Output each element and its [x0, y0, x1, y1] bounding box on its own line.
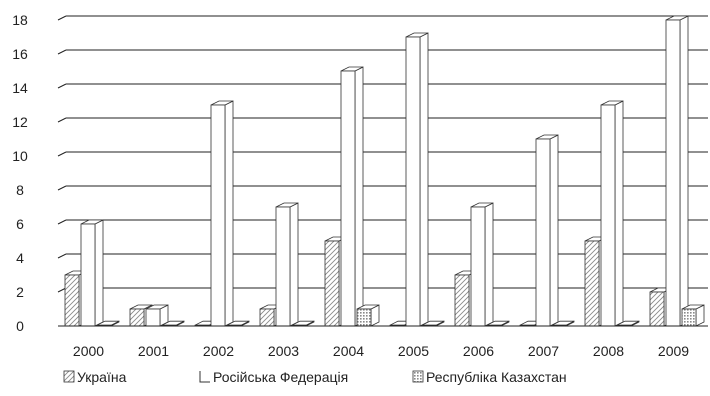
gridline-side [57, 253, 67, 259]
bar-kazakhstan-front [356, 308, 372, 327]
gridline-side [57, 83, 67, 89]
x-tick-label: 2002 [203, 343, 234, 359]
x-tick-label: 2006 [463, 343, 494, 359]
y-axis-ticks: 0 2 4 6 8 10 12 14 16 18 [12, 12, 28, 334]
bar-russian-federation [405, 32, 429, 327]
gridline-side [57, 117, 67, 123]
bar-russian-federation-side [289, 202, 299, 327]
x-tick-label: 2001 [138, 343, 169, 359]
bar-russian-federation-side [484, 202, 494, 327]
bar-russian-federation-front [340, 70, 356, 327]
legend-item: Республіка Казахстан [412, 369, 567, 385]
y-tick-label: 2 [16, 284, 24, 300]
legend-label: Російська Федерація [213, 369, 348, 385]
x-tick-label: 2004 [333, 343, 364, 359]
gridline-side [57, 15, 67, 21]
x-tick-label: 2000 [73, 343, 104, 359]
bar-russian-federation-front [405, 36, 421, 327]
legend-swatch [63, 370, 75, 383]
bar-russian-federation [665, 15, 689, 327]
bar-russian-federation-side [224, 100, 234, 327]
bar-russian-federation-side [614, 100, 624, 327]
bar-russian-federation-front [600, 104, 616, 327]
y-tick-label: 6 [16, 216, 24, 232]
y-tick-label: 10 [12, 148, 28, 164]
bar-russian-federation-front [275, 206, 291, 327]
bar-russian-federation [535, 134, 559, 327]
bar-ukraine-front [584, 240, 600, 327]
bar-russian-federation-side [354, 66, 364, 327]
x-tick-label: 2009 [658, 343, 689, 359]
bar-ukraine-front [64, 274, 80, 327]
bar-ukraine-front [649, 291, 665, 327]
bar-russian-federation-side [679, 15, 689, 327]
gridline-side [57, 49, 67, 55]
x-tick-label: 2003 [268, 343, 299, 359]
bar-russian-federation [80, 219, 104, 327]
bar-kazakhstan [356, 304, 380, 327]
y-tick-label: 8 [16, 182, 24, 198]
gridline-side [57, 151, 67, 157]
bar-ukraine-front [259, 308, 275, 327]
x-axis: 2000 2001 2002 2003 2004 2005 2006 2007 2008 2009 [58, 325, 708, 359]
bar-russian-federation [340, 66, 364, 327]
legend-item: Російська Федерація [199, 369, 348, 385]
legend-swatch [412, 370, 424, 383]
bar-russian-federation [275, 202, 299, 327]
bar-kazakhstan-front [681, 308, 697, 327]
bar-russian-federation-side [94, 219, 104, 327]
y-tick-label: 0 [16, 318, 24, 334]
x-tick-label: 2008 [593, 343, 624, 359]
bar-russian-federation-front [665, 19, 681, 327]
y-tick-label: 18 [12, 12, 28, 28]
legend-item: Україна [63, 369, 127, 385]
y-tick-label: 14 [12, 80, 28, 96]
legend: Україна Російська Федерація Республіка Каз… [63, 369, 567, 385]
bar-russian-federation [145, 304, 169, 327]
gridline-side [57, 185, 67, 191]
bars [64, 15, 705, 327]
bar-russian-federation-side [419, 32, 429, 327]
bar-ukraine-front [324, 240, 340, 327]
x-tick-label: 2005 [398, 343, 429, 359]
bar-russian-federation [210, 100, 234, 327]
bar-ukraine-front [454, 274, 470, 327]
legend-label: Республіка Казахстан [426, 369, 567, 385]
bar-ukraine-front [129, 308, 145, 327]
bar-kazakhstan [681, 304, 705, 327]
gridline-side [57, 219, 67, 225]
x-tick-label: 2007 [528, 343, 559, 359]
bar-russian-federation-side [549, 134, 559, 327]
legend-label: Україна [77, 369, 127, 385]
y-tick-label: 4 [16, 250, 24, 266]
bar-russian-federation-front [535, 138, 551, 327]
bar-russian-federation-front [80, 223, 96, 327]
bar-russian-federation-front [145, 308, 161, 327]
bar-russian-federation-front [470, 206, 486, 327]
legend-swatch [199, 371, 210, 383]
bar-russian-federation [600, 100, 624, 327]
y-tick-label: 12 [12, 114, 28, 130]
bar-russian-federation-front [210, 104, 226, 327]
bar-russian-federation [470, 202, 494, 327]
y-tick-label: 16 [12, 46, 28, 62]
